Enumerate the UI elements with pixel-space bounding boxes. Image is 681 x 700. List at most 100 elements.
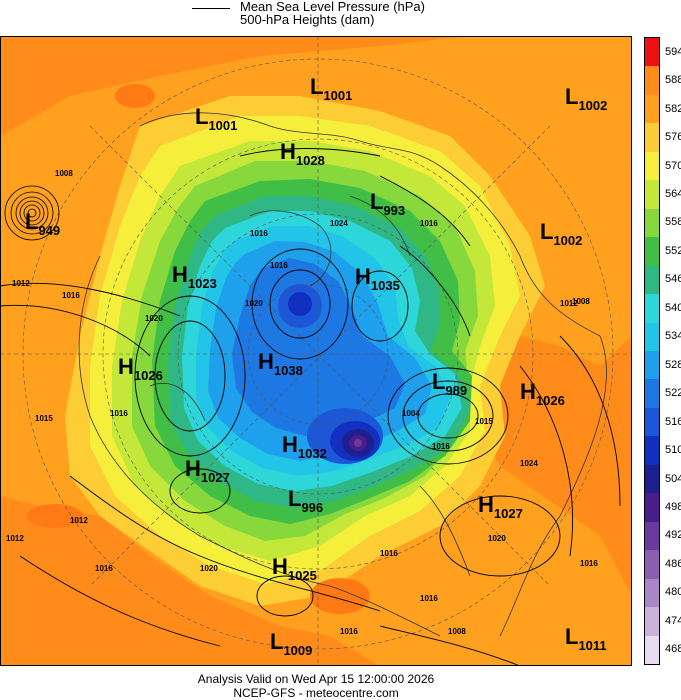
colorbar-cell — [645, 521, 659, 551]
colorbar-cell — [645, 66, 659, 96]
map-frame — [0, 36, 632, 666]
low-pressure-center: L996 — [288, 486, 323, 515]
pressure-center-letter: H — [118, 354, 134, 379]
colorbar-cell — [645, 578, 659, 608]
pressure-center-value: 1001 — [208, 118, 237, 133]
isobar-value-label: 1004 — [402, 409, 420, 418]
isobar-value-label: 1015 — [475, 417, 493, 426]
low-pressure-center: L1002 — [540, 219, 582, 248]
low-pressure-center: L1002 — [565, 84, 607, 113]
pressure-center-letter: L — [310, 74, 323, 99]
isobar-value-label: 1016 — [380, 549, 398, 558]
pressure-center-letter: L — [370, 189, 383, 214]
colorbar-cell — [645, 493, 659, 523]
colorbar-cell — [645, 322, 659, 352]
pressure-center-value: 993 — [383, 203, 405, 218]
colorbar-label: 468 — [665, 643, 681, 656]
high-pressure-center: H1027 — [185, 456, 230, 485]
isobar-value-label: 1016 — [62, 291, 80, 300]
low-pressure-center: L949 — [25, 209, 60, 238]
isobar-value-label: 1020 — [488, 534, 506, 543]
isobar-value-label: 1016 — [432, 442, 450, 451]
pressure-center-value: 949 — [38, 223, 60, 238]
pressure-center-value: 1026 — [134, 368, 163, 383]
colorbar-label: 558 — [665, 216, 681, 229]
high-pressure-center: H1038 — [258, 349, 303, 378]
analysis-valid-time: Analysis Valid on Wed Apr 15 12:00:00 20… — [197, 672, 435, 686]
colorbar-label: 594 — [665, 45, 681, 58]
pressure-center-letter: H — [478, 492, 494, 517]
storm-low-isobars — [4, 185, 60, 241]
isobar-value-label: 1020 — [200, 564, 218, 573]
colorbar-label: 480 — [665, 586, 681, 599]
isobar-value-label: 1016 — [95, 564, 113, 573]
colorbar-cell — [645, 208, 659, 238]
colorbar-label: 498 — [665, 501, 681, 513]
high-pressure-center: H1026 — [118, 354, 163, 383]
pressure-center-value: 1002 — [553, 233, 582, 248]
colorbar-cell — [645, 635, 659, 665]
isobar-legend-label: Mean Sea Level Pressure (hPa) — [240, 0, 425, 14]
pressure-center-value: 1023 — [188, 276, 217, 291]
colorbar-label: 528 — [665, 358, 681, 371]
pressure-center-value: 1028 — [296, 153, 325, 168]
height-fill-522 — [232, 258, 405, 436]
high-pressure-center: H1027 — [478, 492, 523, 521]
isobar-value-label: 1008 — [448, 627, 466, 636]
isobar-value-label: 1016 — [110, 409, 128, 418]
isobars — [0, 148, 621, 666]
colorbar-label: 504 — [665, 472, 681, 485]
low-pressure-center: L993 — [370, 189, 405, 218]
colorbar-cell — [645, 265, 659, 295]
low-pressure-center: L989 — [432, 369, 467, 398]
isobar-value-label: 1024 — [520, 459, 538, 468]
pressure-center-value: 1025 — [288, 568, 317, 583]
pressure-center-letter: L — [565, 624, 578, 649]
colorbar-cell — [645, 123, 659, 153]
isobar-value-label: 1016 — [270, 261, 288, 270]
pressure-center-letter: L — [270, 629, 283, 654]
pressure-center-value: 1027 — [494, 506, 523, 521]
pressure-center-letter: L — [565, 84, 578, 109]
high-pressure-center: H1035 — [355, 264, 400, 293]
pressure-center-letter: H — [258, 349, 274, 374]
pressure-center-value: 1035 — [371, 278, 400, 293]
pressure-center-letter: H — [282, 432, 298, 457]
colorbar-cell — [645, 550, 659, 580]
pressure-center-letter: H — [185, 456, 201, 481]
colorbar-cell — [645, 607, 659, 637]
low-pressure-center: L1011 — [565, 624, 607, 653]
pressure-center-letter: H — [280, 139, 296, 164]
isobar-value-label: 1016 — [420, 594, 438, 603]
isobar-value-label: 1024 — [330, 219, 348, 228]
colorbar-cell — [645, 379, 659, 409]
colorbar-label: 534 — [665, 330, 681, 343]
colorbar-label: 582 — [665, 102, 681, 115]
colorbar-cell — [645, 180, 659, 210]
pressure-center-value: 989 — [445, 383, 467, 398]
high-pressure-center: H1028 — [280, 139, 325, 168]
isobar-value-label: 1008 — [55, 169, 73, 178]
colorbar-cell — [645, 351, 659, 380]
isobar-value-label: 1016 — [580, 559, 598, 568]
colorbar-cell — [645, 464, 659, 494]
isobar-line-symbol — [192, 8, 230, 9]
pressure-center-value: 1032 — [298, 446, 327, 461]
pressure-center-value: 1002 — [578, 98, 607, 113]
pressure-center-value: 996 — [301, 500, 323, 515]
colorbar-label: 486 — [665, 557, 681, 570]
colorbar-label: 510 — [665, 444, 681, 457]
colorbar-cell — [645, 237, 659, 267]
pressure-center-letter: H — [520, 379, 536, 404]
height-fill-492 — [354, 439, 362, 447]
coastlines — [78, 112, 607, 637]
colorbar-label: 570 — [665, 159, 681, 172]
colorbar-label: 522 — [665, 387, 681, 400]
pressure-center-value: 1026 — [536, 393, 565, 408]
height-fill-588-pockets — [27, 84, 370, 614]
colorbar-label: 474 — [665, 614, 681, 627]
colorbar-cell — [645, 151, 659, 181]
pressure-center-value: 1027 — [201, 470, 230, 485]
pressure-center-letter: H — [355, 264, 371, 289]
source-credit: NCEP-GFS - meteocentre.com — [233, 686, 399, 700]
